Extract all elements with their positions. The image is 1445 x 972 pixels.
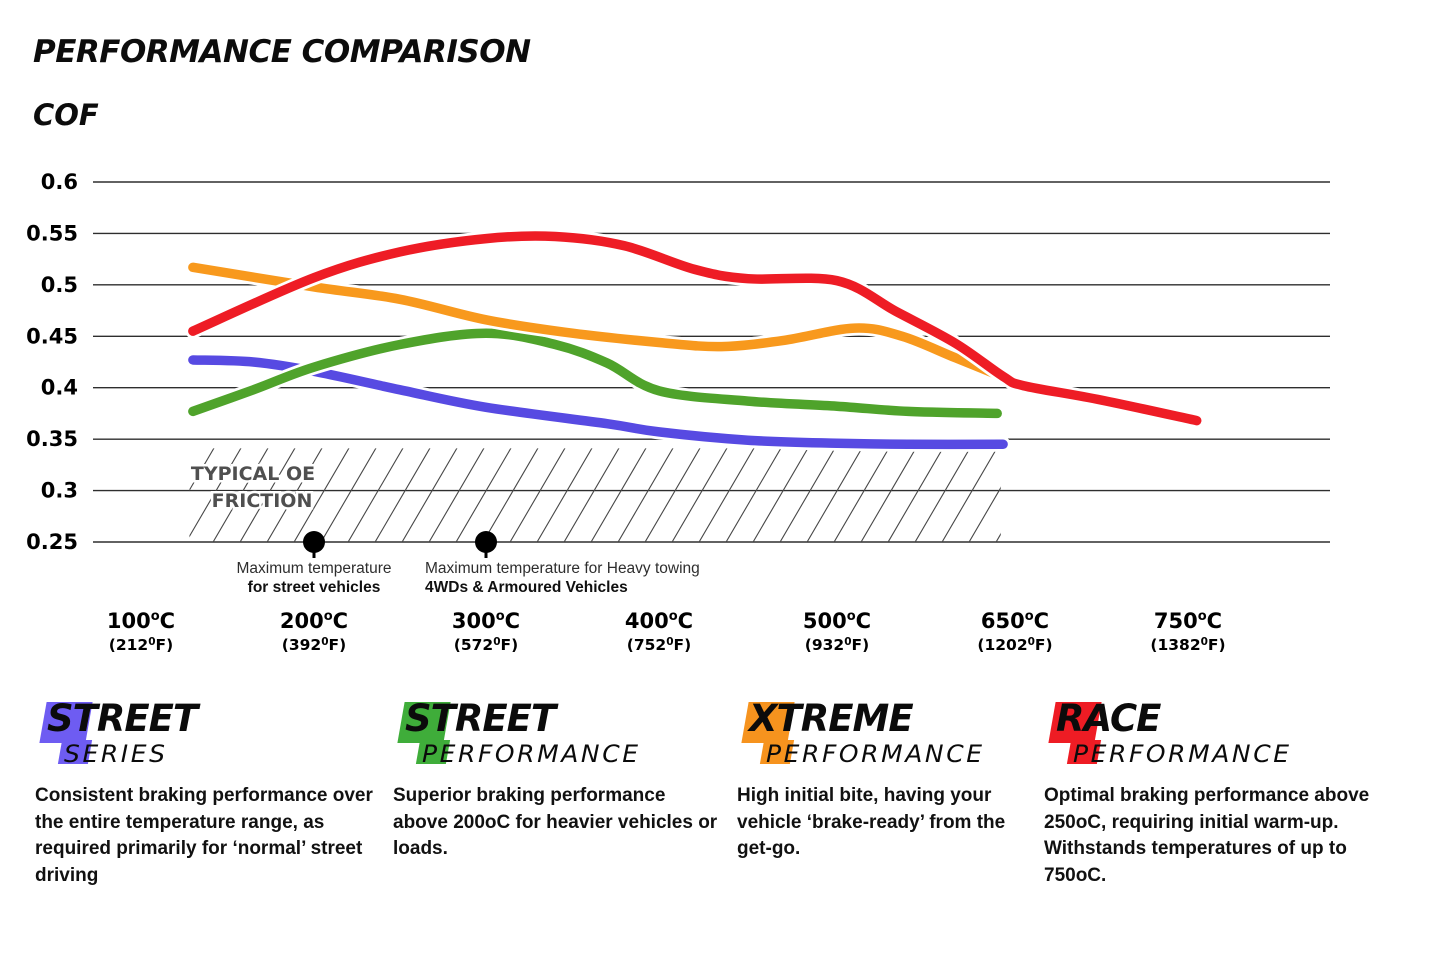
brand-bottom-word: PERFORMANCE	[766, 740, 985, 768]
race-performance-logo: RACE PERFORMANCE	[1044, 695, 1389, 771]
product-description: Consistent braking performance over the …	[35, 785, 373, 886]
product-legend-section: STREET SERIES Consistent braking perform…	[0, 695, 1445, 972]
series-street-performance-line	[188, 328, 1002, 419]
y-tick-label: 0.4	[41, 376, 78, 400]
series-street-performance-casing	[185, 325, 1005, 421]
series-race-performance-line	[188, 231, 1202, 426]
street-series-logo: STREET SERIES	[35, 695, 375, 771]
x-tick-celsius: 750oC	[1154, 609, 1222, 633]
page-title: PERFORMANCE COMPARISON	[33, 34, 531, 70]
x-tick-fahrenheit: (5720F)	[454, 636, 518, 654]
oe-friction-label: FRICTION	[212, 490, 313, 512]
y-tick-label: 0.35	[26, 427, 78, 451]
oe-friction-hatch	[189, 448, 1001, 542]
brand-top-word: RACE	[1056, 697, 1161, 740]
product-card-xtreme-performance: XTREME PERFORMANCE High initial bite, ha…	[737, 695, 1029, 863]
y-tick-label: 0.3	[41, 479, 78, 503]
x-tick-fahrenheit: (9320F)	[805, 636, 869, 654]
y-axis-title: COF	[33, 98, 99, 132]
marker-label-bold: 4WDs & Armoured Vehicles	[425, 579, 628, 596]
x-tick-fahrenheit: (3920F)	[282, 636, 346, 654]
product-card-street-performance: STREET PERFORMANCE Superior braking perf…	[393, 695, 725, 863]
x-tick-fahrenheit: (2120F)	[109, 636, 173, 654]
series-xtreme-performance-line	[188, 262, 1014, 385]
max-temp-marker-dot	[303, 530, 325, 553]
brand-top-word: STREET	[405, 697, 556, 740]
marker-label: Maximum temperature for Heavy towing	[425, 560, 700, 577]
product-card-race-performance: RACE PERFORMANCE Optimal braking perform…	[1044, 695, 1389, 889]
marker-label-bold: for street vehicles	[248, 579, 381, 596]
x-tick-celsius: 650oC	[981, 609, 1049, 633]
x-tick-celsius: 300oC	[452, 609, 520, 633]
y-tick-label: 0.45	[26, 324, 78, 348]
x-tick-fahrenheit: (12020F)	[977, 636, 1052, 654]
y-tick-label: 0.6	[41, 170, 78, 194]
xtreme-performance-logo: XTREME PERFORMANCE	[737, 695, 1029, 771]
x-tick-celsius: 500oC	[803, 609, 871, 633]
cof-line-chart: 0.6 0.55 0.5 0.45 0.4 0.35 0.3 0.25 TYPICAL OE FR…	[26, 170, 1330, 654]
brand-bottom-word: PERFORMANCE	[1073, 740, 1292, 768]
street-performance-logo: STREET PERFORMANCE	[393, 695, 725, 771]
x-tick-celsius: 400oC	[625, 609, 693, 633]
x-tick-celsius: 200oC	[280, 609, 348, 633]
x-tick-fahrenheit: (7520F)	[627, 636, 691, 654]
product-description: High initial bite, having your vehicle ‘…	[737, 785, 1006, 859]
brand-bottom-word: PERFORMANCE	[422, 740, 641, 768]
y-tick-label: 0.25	[26, 530, 78, 554]
marker-label: Maximum temperature	[236, 560, 391, 577]
oe-friction-label: TYPICAL OE	[191, 463, 315, 485]
y-tick-label: 0.55	[26, 221, 78, 245]
brand-top-word: XTREME	[749, 697, 914, 740]
x-tick-celsius: 100oC	[107, 609, 175, 633]
brand-bottom-word: SERIES	[64, 740, 168, 768]
brand-top-word: STREET	[47, 697, 198, 740]
product-description: Optimal braking performance above 250oC,…	[1044, 785, 1370, 886]
x-tick-fahrenheit: (13820F)	[1150, 636, 1225, 654]
max-temp-marker-dot	[475, 530, 497, 553]
product-description: Superior braking performance above 200oC…	[393, 785, 718, 859]
y-tick-label: 0.5	[41, 273, 78, 297]
product-card-street-series: STREET SERIES Consistent braking perform…	[35, 695, 375, 889]
